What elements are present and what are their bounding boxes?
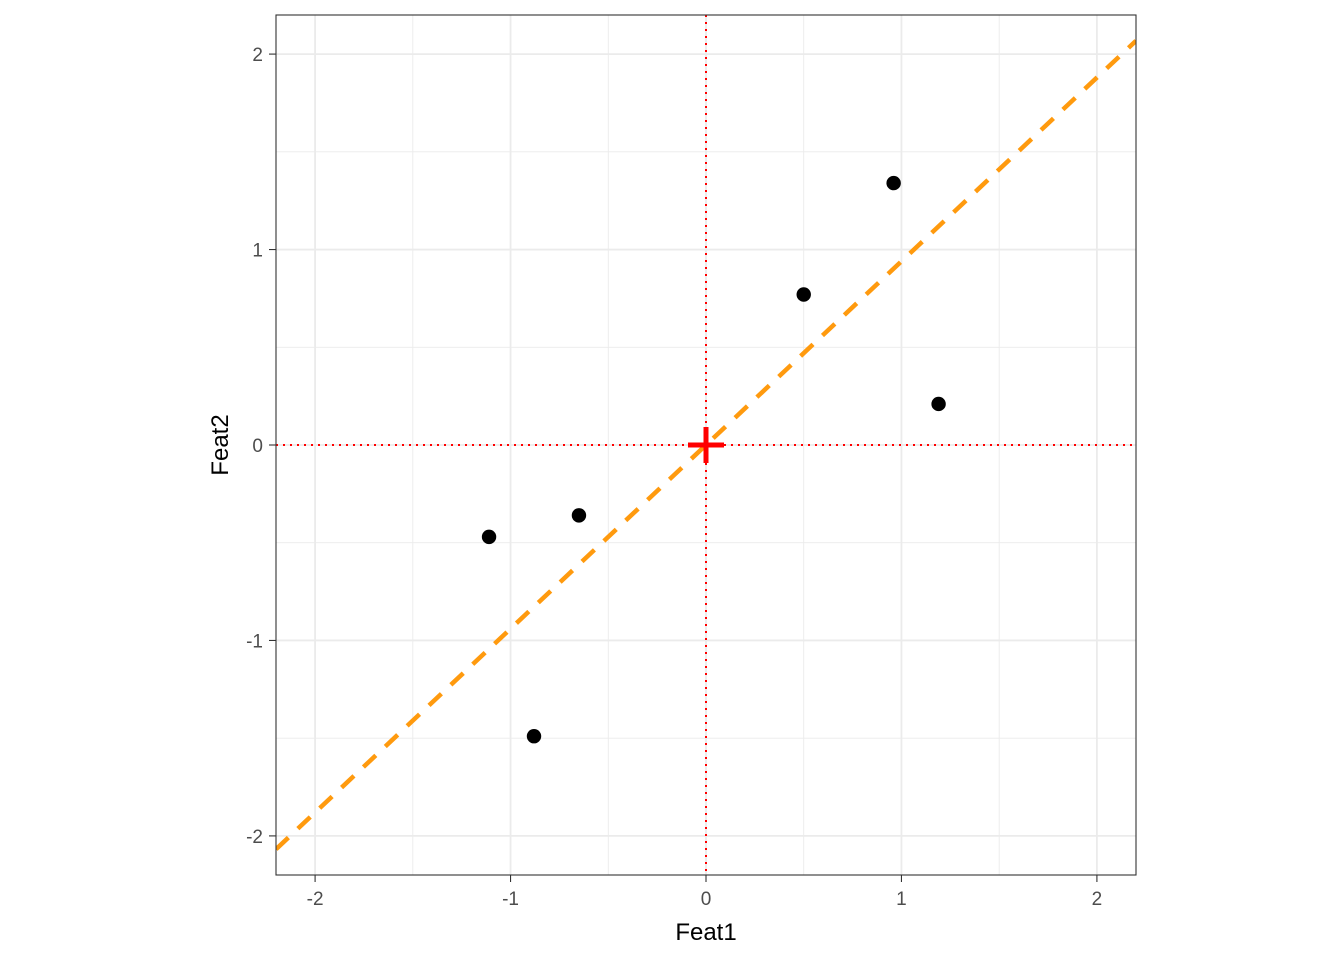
x-tick-label: -2 [307, 889, 324, 910]
y-axis-title: Feat2 [207, 414, 234, 475]
data-points [481, 175, 946, 744]
y-tick-label: 0 [252, 436, 263, 457]
x-tick-label: -1 [502, 889, 519, 910]
y-tick-label: -1 [246, 631, 263, 652]
x-tick-label: 2 [1092, 889, 1103, 910]
y-tick-label: 1 [252, 241, 263, 262]
center-marker-group [688, 427, 724, 463]
reference-line [276, 39, 1136, 851]
data-point [571, 508, 587, 523]
data-point [481, 529, 497, 545]
x-tick-label: 1 [896, 889, 907, 910]
data-point [886, 175, 901, 191]
y-tick-label: 2 [252, 45, 263, 66]
y-axis-ticks: -2 -1 0 1 2 [246, 45, 276, 848]
data-point [931, 396, 946, 412]
reference-line-group [276, 39, 1136, 851]
data-point [796, 287, 811, 302]
data-point [526, 729, 542, 744]
x-axis-ticks: -2 -1 0 1 2 [307, 875, 1103, 910]
y-tick-label: -2 [246, 827, 263, 848]
x-axis-title: Feat1 [675, 919, 736, 946]
x-tick-label: 0 [701, 889, 712, 910]
